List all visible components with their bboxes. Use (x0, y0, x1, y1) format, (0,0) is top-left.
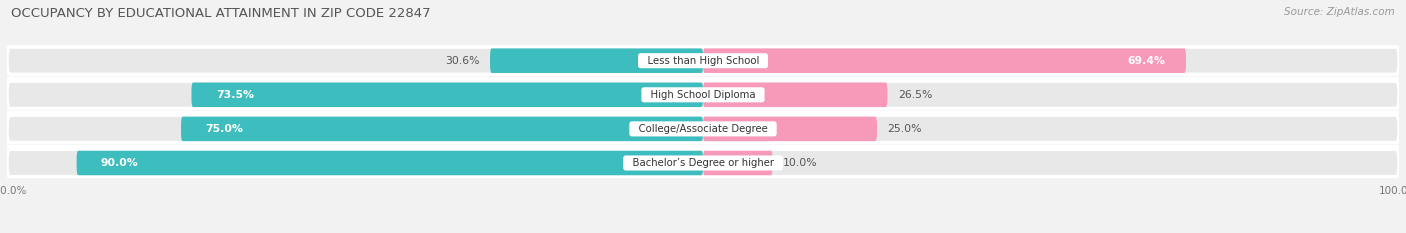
Text: 26.5%: 26.5% (898, 90, 932, 100)
FancyBboxPatch shape (76, 151, 703, 175)
FancyBboxPatch shape (703, 151, 773, 175)
Text: Bachelor’s Degree or higher: Bachelor’s Degree or higher (626, 158, 780, 168)
FancyBboxPatch shape (491, 48, 703, 73)
Text: 30.6%: 30.6% (446, 56, 479, 66)
FancyBboxPatch shape (7, 47, 1399, 74)
FancyBboxPatch shape (7, 81, 1399, 108)
Text: 25.0%: 25.0% (887, 124, 922, 134)
FancyBboxPatch shape (703, 48, 1187, 73)
FancyBboxPatch shape (7, 149, 1399, 177)
FancyBboxPatch shape (7, 115, 1399, 143)
Text: College/Associate Degree: College/Associate Degree (631, 124, 775, 134)
Text: 75.0%: 75.0% (205, 124, 243, 134)
Text: Less than High School: Less than High School (641, 56, 765, 66)
Text: 69.4%: 69.4% (1128, 56, 1166, 66)
Text: High School Diploma: High School Diploma (644, 90, 762, 100)
FancyBboxPatch shape (191, 82, 703, 107)
Legend: Owner-occupied, Renter-occupied: Owner-occupied, Renter-occupied (582, 230, 824, 233)
FancyBboxPatch shape (703, 82, 887, 107)
FancyBboxPatch shape (181, 116, 703, 141)
Text: 90.0%: 90.0% (101, 158, 139, 168)
Text: 73.5%: 73.5% (217, 90, 254, 100)
Text: OCCUPANCY BY EDUCATIONAL ATTAINMENT IN ZIP CODE 22847: OCCUPANCY BY EDUCATIONAL ATTAINMENT IN Z… (11, 7, 430, 20)
Text: 10.0%: 10.0% (783, 158, 818, 168)
Text: Source: ZipAtlas.com: Source: ZipAtlas.com (1284, 7, 1395, 17)
FancyBboxPatch shape (703, 116, 877, 141)
